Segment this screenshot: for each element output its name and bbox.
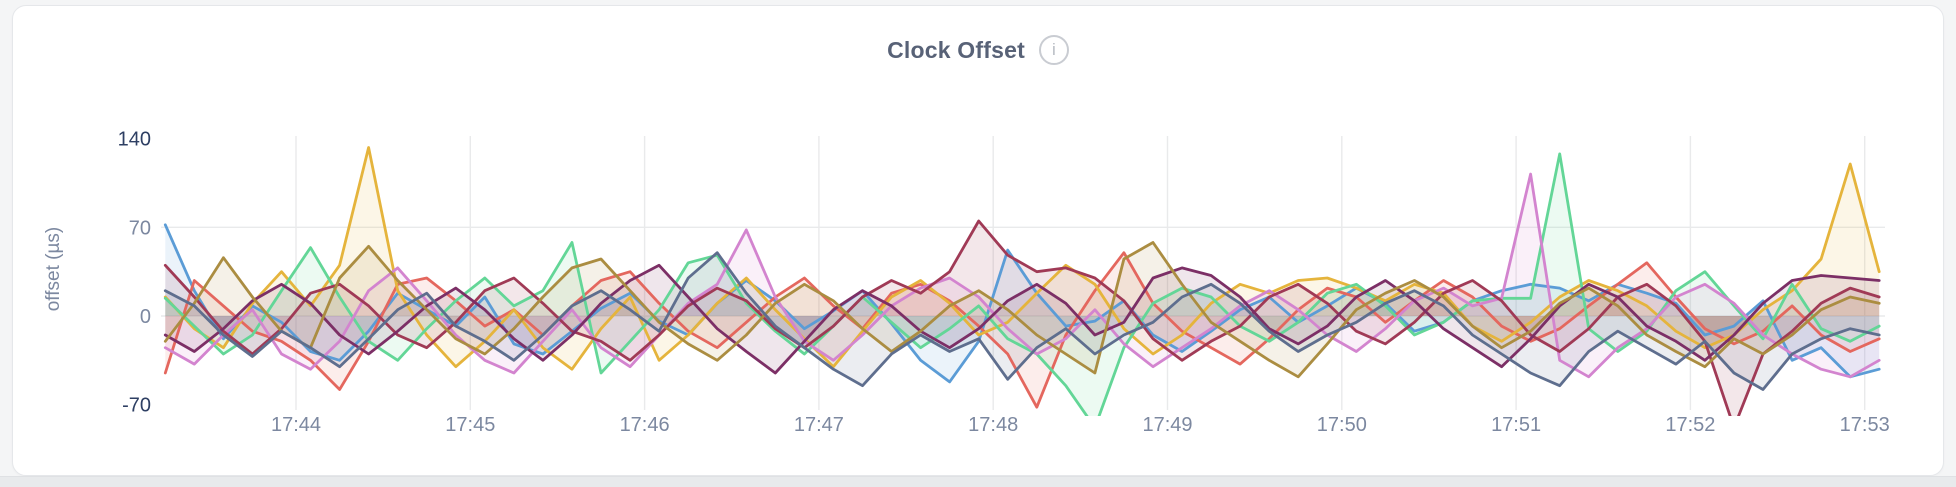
page-background-strip: [0, 476, 1956, 487]
info-icon[interactable]: i: [1038, 35, 1069, 65]
chart-svg: 140 70 0 -70 17:44 17:45 17:46 17:47 17:48 17:49 1…: [43, 129, 1890, 436]
x-tick-label: 17:46: [620, 414, 670, 436]
x-tick-label: 17:51: [1491, 414, 1541, 436]
chart-header: Clock Offset i: [13, 32, 1943, 68]
x-tick-label: 17:53: [1840, 414, 1890, 436]
x-tick-label: 17:45: [445, 414, 495, 436]
info-icon-glyph: i: [1052, 40, 1056, 59]
x-tick-label: 17:44: [271, 414, 321, 436]
series-area-node-5: [165, 174, 1880, 377]
series-line-node-6: [163, 219, 1881, 416]
series-area-node-1: [165, 224, 1880, 382]
x-tick-label: 17:52: [1665, 414, 1715, 436]
series-area-node-8: [165, 242, 1880, 377]
y-tick-label: 70: [129, 217, 151, 239]
series-line-node-4: [163, 152, 1881, 416]
series-line-node-8: [163, 241, 1881, 379]
series-line-node-3: [163, 146, 1881, 371]
series-line-node-5: [163, 172, 1881, 379]
y-axis-title: offset (µs): [43, 227, 64, 312]
x-tick-label: 17:48: [968, 414, 1018, 436]
clock-offset-chart[interactable]: 140 70 0 -70 17:44 17:45 17:46 17:47 17:48 17:49 1…: [13, 6, 1945, 477]
y-tick-label: -70: [122, 395, 151, 417]
y-tick-label: 0: [140, 306, 151, 328]
axis-labels: 140 70 0 -70 17:44 17:45 17:46 17:47 17:48 17:49 1…: [43, 129, 1890, 436]
chart-title: Clock Offset: [887, 36, 1025, 63]
series-line-node-9: [163, 251, 1881, 391]
series-line-node-7: [163, 263, 1881, 375]
x-tick-label: 17:50: [1317, 414, 1367, 436]
x-tick-label: 17:49: [1142, 414, 1192, 436]
series-line-node-1: [163, 223, 1881, 384]
y-tick-label: 140: [118, 129, 151, 151]
series-area-node-7: [165, 265, 1880, 373]
series-line-node-2: [163, 251, 1881, 409]
series-fills: [165, 147, 1880, 416]
series-lines: [163, 146, 1881, 416]
chart-card: 140 70 0 -70 17:44 17:45 17:46 17:47 17:48 17:49 1…: [12, 5, 1944, 476]
x-tick-label: 17:47: [794, 414, 844, 436]
